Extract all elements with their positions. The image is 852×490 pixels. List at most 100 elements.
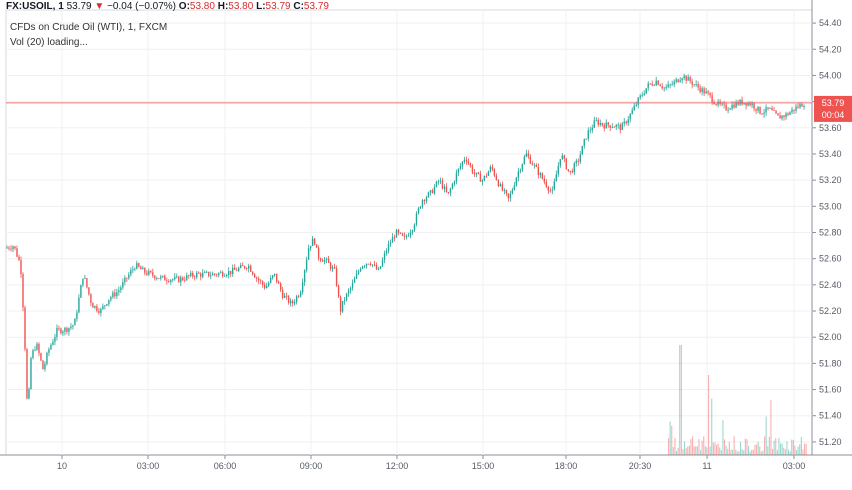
candle-body [513,185,516,190]
candle-body [170,280,172,282]
candle-body [361,266,364,269]
candle-body [483,175,486,181]
candle-body [261,281,264,285]
candle-body [337,285,340,297]
candle-body [593,120,595,128]
candle-body [735,102,737,108]
candle-body [757,106,759,111]
candle-body [315,244,318,248]
y-tick-label: 51.40 [819,411,842,421]
volume-bar [767,446,769,455]
volume-bar [704,446,706,455]
candle-body [265,286,268,289]
candle-body [627,119,629,124]
candle-body [439,180,442,182]
candle-body [581,145,583,155]
candle-body [244,266,246,269]
candle-body [479,173,482,182]
candle-body [573,163,575,173]
candle-body [623,121,625,124]
candle-body [74,319,76,326]
candle-body [42,360,44,370]
candle-body [289,300,292,304]
candle-body [126,277,128,279]
candle-body [669,84,671,86]
candle-body [48,349,50,353]
candle-body [218,273,220,276]
candle-body [683,75,685,79]
candle-body [541,173,544,179]
candle-body [571,171,573,173]
candle-body [619,124,621,130]
y-tick-label: 54.00 [819,70,842,80]
candle-body [303,270,306,283]
candle-body [329,262,332,269]
candle-body [397,229,400,233]
candle-body [445,186,448,193]
candle-body [168,281,170,282]
volume-bar [679,345,681,455]
volume-bar [701,440,703,455]
candle-body [739,99,741,105]
price-change: −0.04 (−0.07%) [107,1,177,12]
candle-body [84,278,86,280]
volume-bar [732,450,734,455]
volume-bar [792,439,794,455]
candle-body [114,292,116,297]
candle-body [176,276,178,278]
symbol-label[interactable]: FX:USOIL, 1 [6,1,64,12]
candle-body [437,181,440,183]
candle-body [379,266,382,269]
candle-body [745,102,747,106]
volume-bar [772,448,774,455]
x-tick-label: 03:00 [137,461,160,471]
candle-body [224,275,226,277]
volume-bar [687,446,689,455]
candle-body [60,328,62,334]
candle-body [557,165,560,175]
candle-body [539,173,542,176]
candle-body [779,115,781,119]
candle-body [104,305,106,307]
candle-body [363,265,366,267]
candle-body [635,104,637,106]
candle-body [202,272,204,277]
candle-body [467,161,470,164]
volume-bar [708,375,710,455]
candle-body [184,279,186,281]
candle-body [249,265,252,272]
candle-body [803,106,805,107]
candle-body [511,189,514,194]
volume-bar [794,445,796,455]
candle-body [323,259,326,262]
candle-body [269,277,272,283]
volume-bar [770,400,772,455]
candle-body [545,181,548,187]
candle-body [777,113,779,116]
candle-body [34,349,36,351]
close-label: C: [293,1,304,12]
volume-bar [684,441,686,455]
candle-body [259,280,262,282]
candle-body [134,268,136,270]
candle-body [615,125,617,127]
y-tick-label: 51.20 [819,437,842,447]
candle-body [80,285,82,298]
candle-body [295,296,298,303]
candle-body [703,88,705,94]
candle-body [435,181,438,187]
volume-bar [738,451,740,455]
candle-body [733,104,735,108]
candle-body [255,277,258,279]
volume-bar [711,398,713,455]
candle-body [417,208,420,214]
candle-body [212,273,214,276]
volume-bar [775,438,777,455]
volume-indicator-label[interactable]: Vol (20) loading... [10,37,88,48]
candle-body [465,159,468,162]
candle-body [667,84,669,88]
candle-body [679,80,681,83]
candle-body [701,88,703,92]
